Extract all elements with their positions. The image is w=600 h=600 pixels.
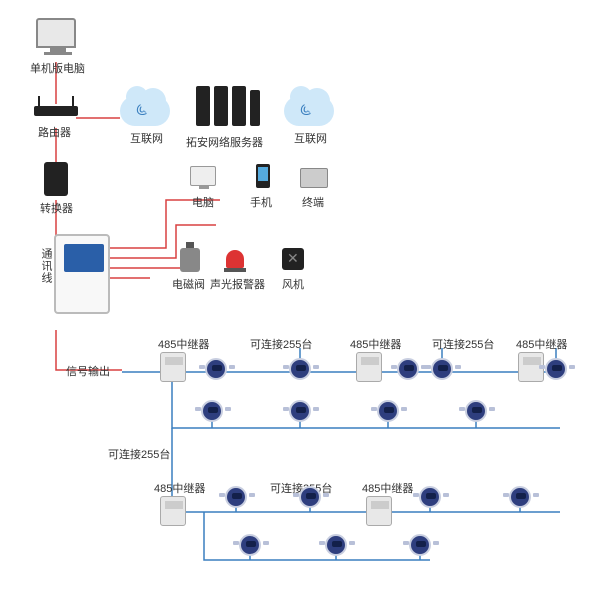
sensor-icon: [286, 398, 316, 426]
relay-label: 485中继器: [154, 480, 205, 496]
control-panel-icon: [54, 234, 110, 314]
converter-icon: [44, 162, 68, 196]
internet-label-1: 互联网: [130, 130, 163, 146]
sensor-icon: [394, 356, 424, 384]
commline-label: 通讯线: [38, 248, 54, 284]
relay-icon: [160, 496, 186, 526]
sensor-icon: [202, 356, 232, 384]
sensor-icon: [542, 356, 572, 384]
alarm-icon: [226, 250, 244, 268]
router-icon: [34, 106, 78, 116]
alarm-label: 声光报警器: [210, 276, 265, 292]
signal-out-label: 信号输出: [66, 363, 110, 379]
servers-icon: [196, 86, 252, 130]
sensor-icon: [406, 532, 436, 560]
relay-icon: [356, 352, 382, 382]
valve-icon: [180, 248, 200, 272]
sensor-icon: [506, 484, 536, 512]
valve-label: 电磁阀: [172, 276, 205, 292]
fan-label: 风机: [282, 276, 304, 292]
sensor-icon: [286, 356, 316, 384]
relay-label: 485中继器: [158, 336, 209, 352]
pc-icon: [36, 18, 76, 48]
sensor-icon: [374, 398, 404, 426]
fan-icon: [282, 248, 304, 270]
relay-icon: [160, 352, 186, 382]
sensor-icon: [236, 532, 266, 560]
desktop-label: 电脑: [192, 194, 214, 210]
sensor-icon: [416, 484, 446, 512]
cloud-icon-2: @: [284, 96, 334, 126]
pc-label: 单机版电脑: [30, 60, 85, 76]
sensor-icon: [296, 484, 326, 512]
sensor-icon: [322, 532, 352, 560]
cap-label: 可连接255台: [250, 336, 312, 352]
desktop-icon: [190, 166, 216, 186]
cap-label: 可连接255台: [108, 446, 170, 462]
sensor-icon: [198, 398, 228, 426]
relay-label: 485中继器: [516, 336, 567, 352]
cloud-icon: @: [120, 96, 170, 126]
converter-label: 转换器: [40, 200, 73, 216]
cap-label: 可连接255台: [432, 336, 494, 352]
sensor-icon: [428, 356, 458, 384]
sensor-icon: [222, 484, 252, 512]
sensor-icon: [462, 398, 492, 426]
internet-label-2: 互联网: [294, 130, 327, 146]
terminal-label: 终端: [302, 194, 324, 210]
relay-icon: [366, 496, 392, 526]
router-label: 路由器: [38, 124, 71, 140]
servers-label: 拓安网络服务器: [186, 134, 263, 150]
relay-label: 485中继器: [362, 480, 413, 496]
phone-label: 手机: [250, 194, 272, 210]
phone-icon: [256, 164, 270, 188]
relay-label: 485中继器: [350, 336, 401, 352]
terminal-icon: [300, 168, 328, 188]
